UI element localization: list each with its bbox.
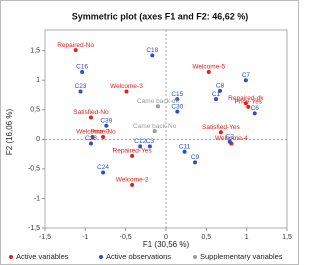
point-label: Satisfied-No (73, 109, 109, 116)
point (152, 129, 157, 134)
point (182, 149, 187, 154)
x-axis-label: F1 (30,56 %) (143, 240, 190, 249)
point-label: C1 (212, 91, 221, 98)
y-tick-label: 1,5 (30, 48, 40, 55)
point (155, 104, 160, 109)
point-label: Welcome-4 (215, 135, 248, 142)
point-label: C18 (146, 47, 158, 54)
point-label: C8 (216, 83, 225, 90)
point (175, 109, 180, 114)
point (124, 89, 129, 94)
y-tick-label: 1 (36, 77, 40, 84)
x-tick-label: 1,5 (282, 234, 292, 241)
point-label: C7 (242, 72, 251, 79)
legend-entry: Active observations (106, 252, 171, 261)
legend-entry: Active variables (16, 252, 69, 261)
point-label: C30 (171, 103, 183, 110)
point (175, 97, 180, 102)
chart-frame (0, 0, 299, 265)
point-label: Repaired-Yes (113, 148, 153, 155)
x-tick-label: -1,5 (39, 234, 51, 241)
legend-entry: Supplementary variables (200, 252, 283, 261)
y-tick-label: -0,5 (28, 166, 40, 173)
point (78, 89, 83, 94)
point (73, 48, 78, 53)
point-label: Welcome-3 (110, 83, 143, 90)
point (147, 144, 152, 149)
y-tick-label: 0 (36, 136, 40, 143)
point-label: C24 (97, 164, 109, 171)
chart: Symmetric plot (axes F1 and F2: 46,62 %)… (0, 0, 299, 265)
point (218, 130, 223, 135)
point (218, 88, 223, 93)
point (246, 104, 251, 109)
y-tick-label: -1,5 (28, 225, 40, 232)
point-label: C16 (76, 64, 88, 71)
point (101, 134, 106, 139)
point (193, 160, 198, 165)
point (80, 69, 85, 74)
point (252, 111, 257, 116)
point-label: Repaired-No (57, 42, 94, 49)
point-label: C11 (179, 143, 191, 150)
x-tick-label: 0 (164, 234, 168, 241)
legend-marker (99, 255, 103, 259)
point-label: Welcome-5 (192, 64, 225, 71)
point-label: C39 (100, 117, 112, 124)
point-label: C9 (191, 154, 200, 161)
point-label: Came back-No (133, 123, 177, 130)
x-tick-label: -1 (82, 234, 88, 241)
point (101, 170, 106, 175)
point (243, 78, 248, 83)
point-label: Came back-dk (137, 98, 180, 105)
y-tick-label: 0,5 (30, 107, 40, 114)
point-label: Satisfied-Yes (202, 124, 240, 131)
point (214, 97, 219, 102)
point (88, 115, 93, 120)
y-tick-label: -1 (34, 195, 40, 202)
point-label: Welcome-0 (76, 129, 109, 136)
point (138, 144, 143, 149)
point (130, 182, 135, 187)
point (243, 101, 248, 106)
point-label: C2 (226, 133, 235, 140)
legend-marker (9, 255, 13, 259)
point (90, 134, 95, 139)
point-label: Price-No (90, 129, 116, 136)
point (150, 53, 155, 58)
point-label: C15 (171, 91, 183, 98)
point (227, 139, 232, 144)
point-label: C3 (146, 138, 155, 145)
point (206, 69, 211, 74)
point-label: Welcome-2 (116, 177, 149, 184)
point (104, 123, 109, 128)
x-tick-label: 1 (245, 234, 249, 241)
y-axis-label: F2 (16,06 %) (5, 109, 14, 156)
point (130, 153, 135, 158)
point-label: C12 (134, 138, 146, 145)
point-label: C6 (251, 105, 260, 112)
point-label: C23 (75, 83, 87, 90)
chart-title: Symmetric plot (axes F1 and F2: 46,62 %) (72, 11, 249, 21)
x-tick-label: -0,5 (120, 234, 132, 241)
point-label: C28 (85, 135, 97, 142)
point (88, 141, 93, 146)
legend-marker (193, 255, 197, 259)
point-label: Price-Yes (234, 99, 262, 106)
point-label: Repaired-dk (228, 95, 264, 102)
x-tick-label: 0,5 (201, 234, 211, 241)
